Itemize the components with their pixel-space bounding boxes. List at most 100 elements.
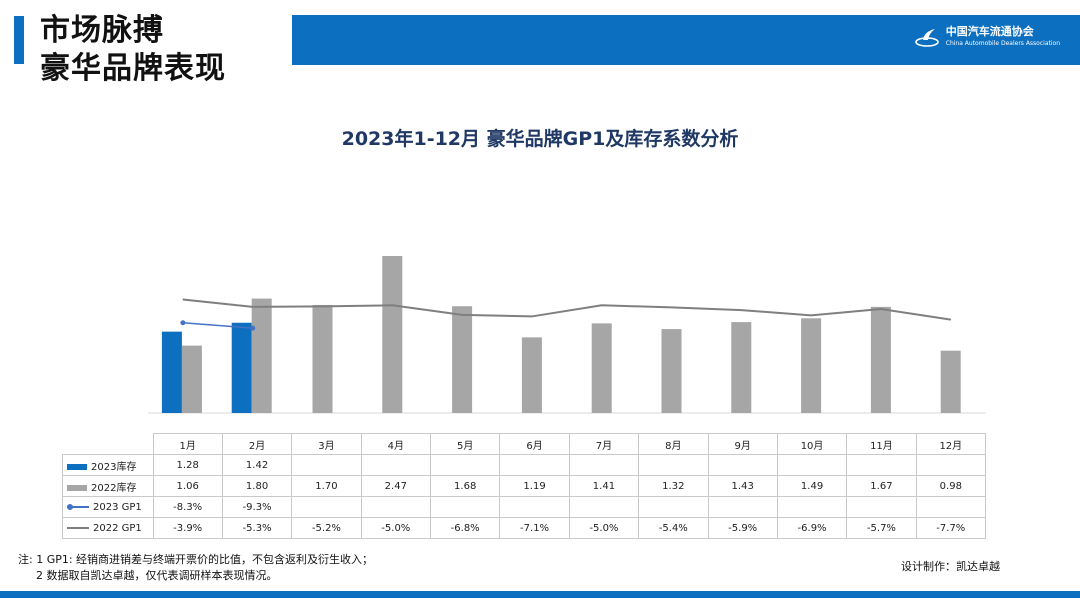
data-label <box>915 454 987 476</box>
data-label <box>499 454 570 476</box>
logo-name-en: China Automobile Dealers Association <box>945 40 1060 47</box>
point-2022-gp1-11 <box>880 308 882 310</box>
data-label: -8.3% <box>152 496 223 518</box>
data-label: 1.67 <box>846 475 917 497</box>
data-label <box>360 496 432 518</box>
data-label <box>638 454 709 476</box>
month-label: 2月 <box>221 433 293 455</box>
table-row: 2023库存 1.28 1.42 <box>62 454 987 476</box>
bar-2022-4 <box>382 256 403 413</box>
table-row: 2023 GP1 -8.3% -9.3% <box>62 496 987 518</box>
point-2022-gp1-6 <box>531 315 533 317</box>
month-label: 5月 <box>429 433 501 455</box>
data-label <box>846 454 917 476</box>
data-label <box>707 496 778 518</box>
line-2023-gp1 <box>182 322 253 329</box>
month-label: 8月 <box>638 433 709 455</box>
bar-2022-5 <box>452 306 473 413</box>
series-name: 2022 GP1 <box>93 522 142 534</box>
header-band <box>292 15 1080 65</box>
data-label: 1.42 <box>221 454 293 476</box>
bar-2022-11 <box>870 306 891 413</box>
data-label: 1.41 <box>568 475 640 497</box>
data-label: -5.9% <box>707 517 778 539</box>
point-2022-gp1-4 <box>391 304 393 306</box>
bar-2022-6 <box>521 337 542 413</box>
logo-name-cn: 中国汽车流通协会 <box>945 25 1034 38</box>
point-2022-gp1-9 <box>740 309 742 311</box>
chart-title: 2023年1-12月 豪华品牌GP1及库存系数分析 <box>341 128 739 150</box>
month-label: 1月 <box>152 433 223 455</box>
footer-band <box>0 591 1080 598</box>
table-corner <box>62 433 154 455</box>
page-title: 市场脉搏 豪华品牌表现 <box>40 12 226 88</box>
data-label <box>638 496 709 518</box>
point-2022-gp1-7 <box>601 304 603 306</box>
month-label: 10月 <box>776 433 848 455</box>
data-label: 1.32 <box>638 475 709 497</box>
month-label: 4月 <box>360 433 432 455</box>
footnote-line2: 2 数据取自凯达卓越，仅代表调研样本表现情况。 <box>36 569 278 582</box>
month-label: 11月 <box>846 433 917 455</box>
data-label: -5.0% <box>568 517 640 539</box>
bar-2022-7 <box>591 323 612 413</box>
data-label: 0.98 <box>915 475 987 497</box>
data-label <box>776 496 848 518</box>
data-label: 1.68 <box>429 475 501 497</box>
point-2022-gp1-5 <box>461 314 463 316</box>
design-credit: 设计制作：凯达卓越 <box>901 560 1000 573</box>
data-label <box>915 496 987 518</box>
point-2022-gp1-1 <box>182 298 184 300</box>
data-label: -6.9% <box>776 517 848 539</box>
point-2022-gp1-8 <box>671 306 672 308</box>
point-2022-gp1-3 <box>322 305 323 307</box>
series-name: 2022库存 <box>91 482 137 494</box>
point-2022-gp1-12 <box>950 319 952 321</box>
line-2022-gp1 <box>182 298 951 321</box>
data-label: -5.4% <box>638 517 709 539</box>
bar-2022-1 <box>181 345 202 413</box>
bar-2022-10 <box>801 318 822 413</box>
bar-2022-12 <box>940 350 961 413</box>
data-label: -5.2% <box>291 517 362 539</box>
point-2022-gp1-10 <box>810 314 812 316</box>
series-name: 2023 GP1 <box>93 501 142 513</box>
bar-2023-1 <box>161 331 182 413</box>
cada-logo-icon <box>914 29 939 47</box>
data-label: 2.47 <box>360 475 432 497</box>
legend-swatch-2023-inventory <box>67 463 87 470</box>
legend-swatch-2022-inventory <box>67 484 87 491</box>
bar-2022-8 <box>661 329 682 413</box>
data-label: -7.1% <box>499 517 570 539</box>
data-table: 1月 2月 3月 4月 5月 6月 7月 8月 9月 10月 11月 12月 2023库存 1.28 1.4… <box>62 433 987 539</box>
data-label: -3.9% <box>152 517 223 539</box>
data-label: 1.28 <box>152 454 223 476</box>
month-label: 9月 <box>707 433 778 455</box>
month-label: 12月 <box>915 433 987 455</box>
page-title-line2: 豪华品牌表现 <box>40 51 226 86</box>
data-label <box>291 496 362 518</box>
data-label <box>499 496 570 518</box>
footnote-line1: 注: 1 GP1: 经销商进销差与终端开票价的比值，不包含返利及衍生收入； <box>18 553 374 566</box>
page-title-line1: 市场脉搏 <box>40 13 164 48</box>
data-label: -7.7% <box>915 517 987 539</box>
bar-2022-9 <box>731 322 752 413</box>
data-label <box>846 496 917 518</box>
data-label: 1.70 <box>291 475 362 497</box>
point-2023-gp1-1 <box>180 320 186 326</box>
point-2022-gp1-2 <box>252 306 254 308</box>
point-2023-gp1-2 <box>250 325 256 331</box>
footnote: 注: 1 GP1: 经销商进销差与终端开票价的比值，不包含返利及衍生收入； 2 … <box>18 552 373 584</box>
month-label: 3月 <box>291 433 362 455</box>
data-label: -5.7% <box>846 517 917 539</box>
month-label: 6月 <box>499 433 570 455</box>
month-label: 7月 <box>568 433 640 455</box>
data-label <box>568 496 640 518</box>
cada-logo: 中国汽车流通协会 China Automobile Dealers Associ… <box>914 26 1060 50</box>
table-row: 2022 GP1 -3.9% -5.3% -5.2% -5.0% -6.8% -7.1% -5… <box>62 517 987 539</box>
table-row: 2022库存 1.06 1.80 1.70 2.47 1.68 1.19 1.41 1.32 1.… <box>62 475 987 497</box>
data-label: -6.8% <box>429 517 501 539</box>
data-label <box>360 454 432 476</box>
series-label: 2022库存 <box>62 475 154 497</box>
